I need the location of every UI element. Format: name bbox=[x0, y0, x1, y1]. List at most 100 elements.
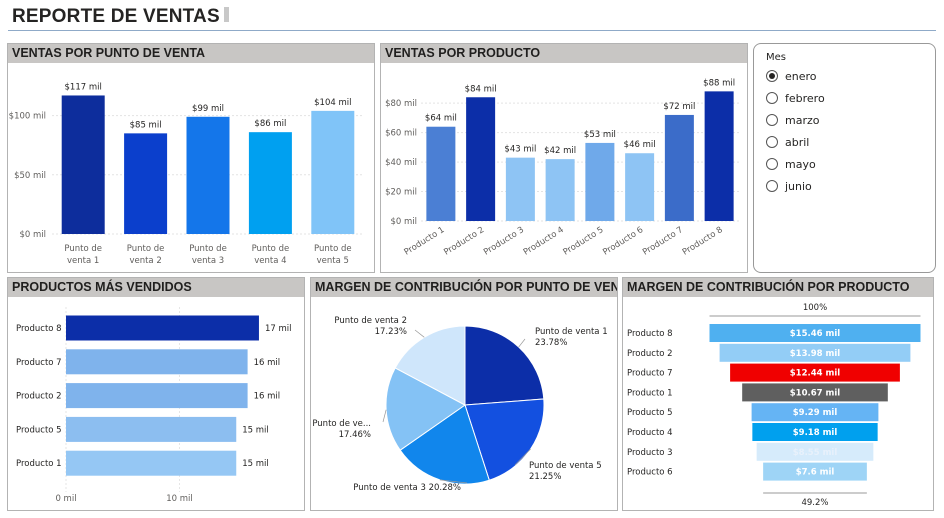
radio-icon[interactable] bbox=[766, 158, 778, 170]
x-tick-label: Punto de venta 3 bbox=[189, 244, 227, 266]
radio-icon[interactable] bbox=[766, 136, 778, 148]
category-label: Producto 3 bbox=[627, 448, 673, 458]
pie-slice[interactable] bbox=[385, 367, 466, 451]
pie-slice[interactable] bbox=[464, 325, 545, 406]
bar[interactable] bbox=[66, 383, 248, 409]
category-label: Producto 6 bbox=[627, 468, 673, 478]
funnel-bar[interactable] bbox=[763, 462, 867, 481]
bar[interactable] bbox=[426, 126, 456, 221]
data-label: $46 mil bbox=[624, 140, 656, 150]
x-tick-label: Producto 5 bbox=[561, 225, 605, 258]
mes-option-marzo[interactable]: marzo bbox=[766, 112, 819, 128]
y-tick-label: $60 mil bbox=[385, 129, 417, 139]
data-label: $53 mil bbox=[584, 130, 616, 140]
data-label: $8.55 mil bbox=[793, 448, 838, 458]
funnel-bar[interactable] bbox=[730, 363, 900, 382]
margen-producto-title: MARGEN DE CONTRIBUCIÓN POR PRODUCTO bbox=[623, 278, 933, 297]
bar[interactable] bbox=[66, 450, 237, 476]
funnel-bar[interactable] bbox=[742, 383, 888, 402]
title-divider bbox=[8, 30, 936, 31]
bar[interactable] bbox=[186, 116, 230, 234]
ventas-punto-panel: VENTAS POR PUNTO DE VENTA $0 mil $50 mil $… bbox=[7, 43, 375, 273]
category-label: Producto 8 bbox=[16, 324, 62, 334]
margen-punto-title: MARGEN DE CONTRIBUCIÓN POR PUNTO DE VENT… bbox=[311, 278, 617, 297]
data-label: $42 mil bbox=[544, 146, 576, 156]
funnel-bar[interactable] bbox=[751, 403, 879, 422]
funnel-bar[interactable] bbox=[752, 423, 878, 441]
ventas-producto-chart: $0 mil $20 mil $40 mil $60 mil $80 mil $64 mi… bbox=[385, 78, 739, 258]
bar[interactable] bbox=[311, 110, 355, 234]
y-tick-label: $0 mil bbox=[19, 230, 46, 240]
mes-option-label: febrero bbox=[785, 91, 825, 105]
x-tick-label: 10 mil bbox=[166, 494, 193, 504]
radio-icon[interactable] bbox=[766, 70, 778, 82]
x-tick-label: Producto 4 bbox=[522, 225, 566, 258]
bar[interactable] bbox=[545, 159, 575, 221]
bar[interactable] bbox=[248, 132, 292, 234]
mes-option-label: marzo bbox=[785, 113, 820, 127]
data-label: 16 mil bbox=[254, 358, 281, 368]
mes-option-mayo[interactable]: mayo bbox=[766, 156, 816, 172]
bar[interactable] bbox=[704, 91, 734, 221]
bar[interactable] bbox=[66, 349, 248, 375]
mes-option-abril[interactable]: abril bbox=[766, 134, 809, 150]
bar[interactable] bbox=[466, 97, 496, 221]
data-label: $99 mil bbox=[192, 104, 224, 114]
bar[interactable] bbox=[664, 114, 694, 221]
y-tick-label: $80 mil bbox=[385, 99, 417, 109]
ventas-punto-chart: $0 mil $50 mil $100 mil $117 mil Punto de ven… bbox=[9, 82, 364, 266]
category-label: Producto 7 bbox=[627, 369, 673, 379]
leader-line bbox=[514, 448, 531, 466]
mes-option-enero[interactable]: enero bbox=[766, 68, 817, 84]
funnel-bar[interactable] bbox=[756, 442, 874, 461]
margen-punto-chart: Punto de venta 1 23.78% Punto de venta 5 21… bbox=[312, 316, 607, 493]
data-label: $12.44 mil bbox=[790, 369, 841, 379]
productos-vendidos-panel: PRODUCTOS MÁS VENDIDOS 0 mil 10 mil Produc… bbox=[7, 277, 305, 511]
page-title: REPORTE DE VENTAS bbox=[12, 6, 220, 27]
data-label: $9.29 mil bbox=[793, 408, 838, 418]
x-tick-label: 0 mil bbox=[55, 494, 76, 504]
data-label: 15 mil bbox=[242, 425, 269, 435]
bar[interactable] bbox=[124, 133, 168, 234]
bar[interactable] bbox=[625, 153, 655, 221]
bar[interactable] bbox=[66, 416, 237, 442]
y-tick-label: $20 mil bbox=[385, 188, 417, 198]
data-label: $64 mil bbox=[425, 114, 457, 124]
data-label: 15 mil bbox=[242, 459, 269, 469]
data-label: $86 mil bbox=[254, 119, 286, 129]
x-tick-label: Producto 8 bbox=[681, 225, 725, 258]
productos-vendidos-chart: 0 mil 10 mil Producto 8 17 mil Producto 7 16 … bbox=[16, 307, 291, 504]
radio-icon[interactable] bbox=[766, 180, 778, 192]
y-tick-label: $40 mil bbox=[385, 158, 417, 168]
mes-option-junio[interactable]: junio bbox=[766, 178, 812, 194]
category-label: Producto 8 bbox=[627, 329, 673, 339]
bar[interactable] bbox=[66, 315, 259, 341]
category-label: Producto 5 bbox=[627, 408, 673, 418]
leader-line bbox=[518, 338, 526, 348]
bar[interactable] bbox=[585, 142, 615, 221]
category-label: Producto 1 bbox=[627, 388, 673, 398]
data-label: $117 mil bbox=[65, 82, 102, 92]
slice-label: Punto de ve... 17.46% bbox=[312, 419, 371, 440]
x-tick-label: Producto 2 bbox=[442, 225, 486, 258]
category-label: Producto 1 bbox=[16, 459, 62, 469]
x-tick-label: Producto 7 bbox=[641, 225, 685, 258]
category-label: Producto 2 bbox=[627, 349, 673, 359]
funnel-bar[interactable] bbox=[709, 324, 921, 342]
category-label: Producto 7 bbox=[16, 358, 62, 368]
radio-icon[interactable] bbox=[766, 92, 778, 104]
bar[interactable] bbox=[505, 157, 535, 221]
data-label: $104 mil bbox=[314, 98, 351, 108]
margen-punto-panel: MARGEN DE CONTRIBUCIÓN POR PUNTO DE VENT… bbox=[310, 277, 618, 511]
bar[interactable] bbox=[61, 95, 105, 234]
x-tick-label: Producto 6 bbox=[601, 225, 645, 258]
data-label: $9.18 mil bbox=[793, 428, 838, 438]
category-label: Producto 5 bbox=[16, 425, 62, 435]
funnel-bar[interactable] bbox=[719, 343, 911, 362]
leader-line bbox=[382, 409, 387, 423]
radio-icon[interactable] bbox=[766, 114, 778, 126]
x-tick-label: Punto de venta 1 bbox=[64, 244, 102, 266]
mes-option-febrero[interactable]: febrero bbox=[766, 90, 825, 106]
slice-label: Punto de venta 5 21.25% bbox=[529, 461, 602, 482]
data-label: $15.46 mil bbox=[790, 329, 841, 339]
